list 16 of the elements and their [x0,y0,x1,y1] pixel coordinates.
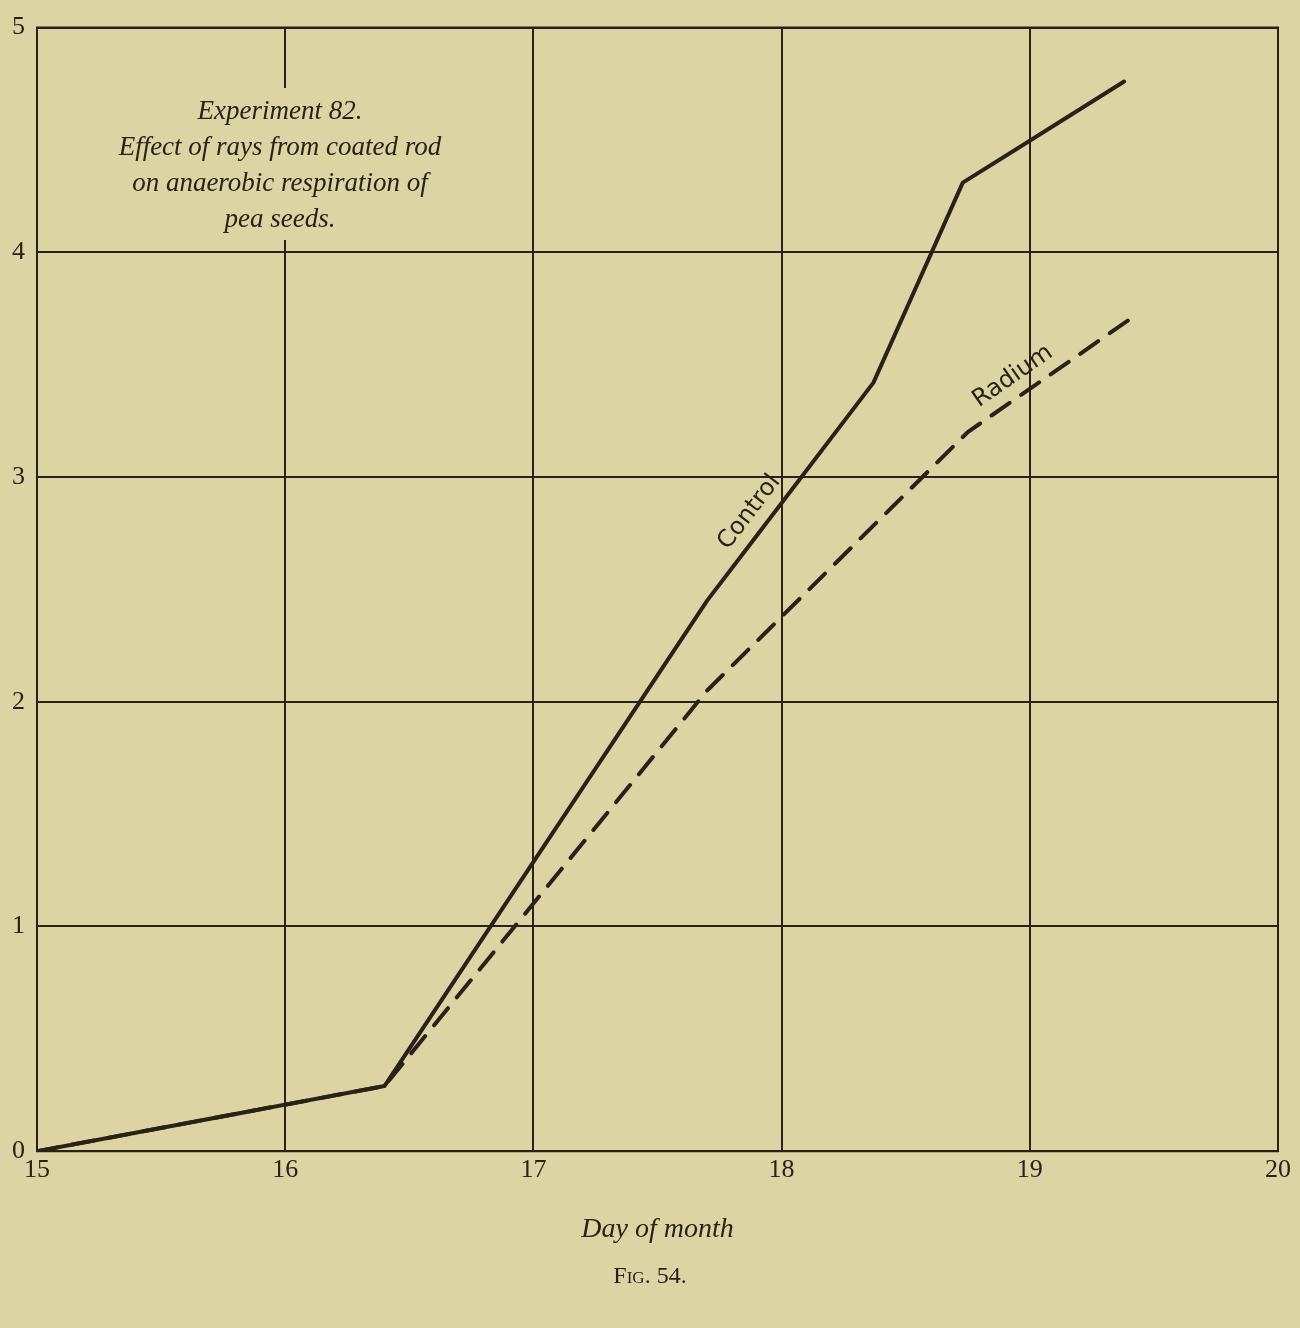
caption: Fig. 54. [612,1262,688,1289]
x-tick-label: 15 [24,1153,50,1183]
text: Experiment 82. [196,93,364,127]
y-tick-label: 4 [12,236,25,266]
y-tick-label: 2 [12,685,25,715]
x-tick-label: 20 [1265,1153,1291,1183]
y-tick-label: 0 [12,1135,25,1165]
y-tick-label: 3 [12,460,25,490]
x-tick-label: 17 [520,1153,547,1183]
x-tick-label: 18 [768,1153,795,1183]
x-axis-title: Day of month [580,1211,734,1243]
y-tick-label: 1 [12,910,25,940]
x-tick-label: 16 [272,1153,299,1183]
text: Effect of rays from coated rod on anaerobic respiration of pea seeds. [117,129,443,235]
y-tick-label: 5 [12,11,25,41]
x-tick-label: 19 [1016,1153,1043,1183]
